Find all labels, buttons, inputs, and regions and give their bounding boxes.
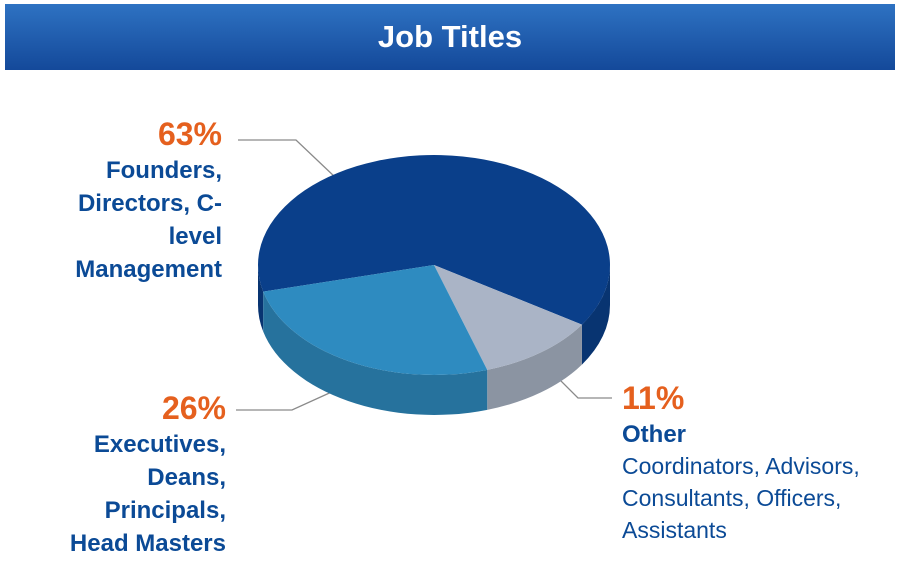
pie-slice bbox=[434, 265, 582, 370]
pie-slice-side bbox=[263, 291, 488, 415]
category-label: Other bbox=[622, 421, 687, 448]
value-label: 63% bbox=[157, 116, 222, 152]
header-bar bbox=[5, 4, 895, 70]
pie-slice bbox=[263, 265, 488, 375]
value-label: 26% bbox=[161, 390, 226, 426]
pie-slice-side bbox=[487, 324, 582, 410]
category-label: Founders, Directors, C-level Management bbox=[75, 157, 222, 283]
chart-title: Job Titles bbox=[378, 19, 522, 54]
pie-slice bbox=[258, 154, 610, 325]
pie-slice-side bbox=[258, 265, 264, 332]
category-description: Coordinators, Advisors, Consultants, Off… bbox=[622, 453, 860, 543]
category-label: Executives, Deans, Principals, Head Mast… bbox=[69, 431, 226, 557]
leader-lines bbox=[236, 139, 612, 411]
value-label: 11% bbox=[622, 380, 685, 416]
pie-slice-side bbox=[581, 265, 610, 365]
